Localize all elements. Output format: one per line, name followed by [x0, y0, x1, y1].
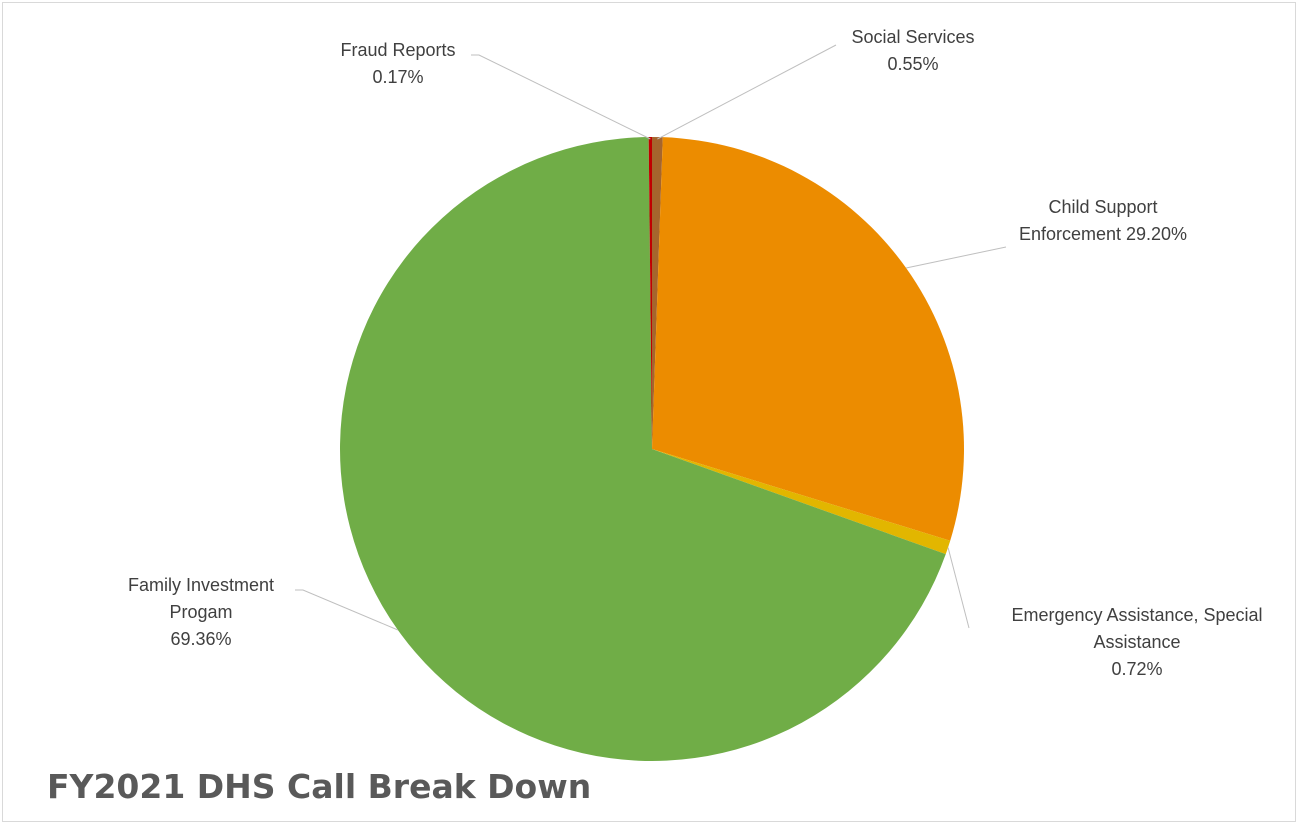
leader-line-child [906, 246, 1007, 269]
label-fraud-reports: Fraud Reports 0.17% [303, 37, 493, 91]
pie-slices [339, 137, 964, 762]
label-child-support-line2: Enforcement 29.20% [1018, 224, 1188, 244]
label-emergency-line2: Assistance [1093, 632, 1181, 652]
label-child-support: Child Support Enforcement 29.20% [988, 194, 1218, 248]
chart-title: FY2021 DHS Call Break Down [47, 767, 592, 806]
label-family-value: 69.36% [170, 629, 232, 649]
label-fraud-reports-name: Fraud Reports [340, 40, 456, 60]
pie-slice-fraud [648, 137, 652, 449]
leader-line-family [295, 589, 399, 631]
leader-lines [295, 44, 1007, 631]
pie-slice-child [652, 137, 964, 541]
pie-chart [295, 44, 1007, 762]
label-family-investment: Family Investment Progam 69.36% [101, 572, 301, 653]
leader-line-social [657, 44, 837, 140]
leader-line-emergency [947, 547, 970, 629]
label-family-line2: Progam [169, 602, 233, 622]
label-emergency-value: 0.72% [1111, 659, 1163, 679]
label-social-services: Social Services 0.55% [808, 24, 1018, 78]
label-fraud-reports-value: 0.17% [372, 67, 424, 87]
label-social-services-value: 0.55% [887, 54, 939, 74]
label-emergency-assistance: Emergency Assistance, Special Assistance… [981, 602, 1293, 683]
label-family-line1: Family Investment [127, 575, 275, 595]
label-social-services-name: Social Services [851, 27, 975, 47]
label-child-support-line1: Child Support [1048, 197, 1158, 217]
label-emergency-line1: Emergency Assistance, Special [1011, 605, 1263, 625]
pie-slice-family [339, 137, 946, 762]
pie-slice-social [652, 137, 663, 449]
pie-slice-emergency [652, 449, 951, 555]
leader-line-fraud [471, 54, 651, 140]
